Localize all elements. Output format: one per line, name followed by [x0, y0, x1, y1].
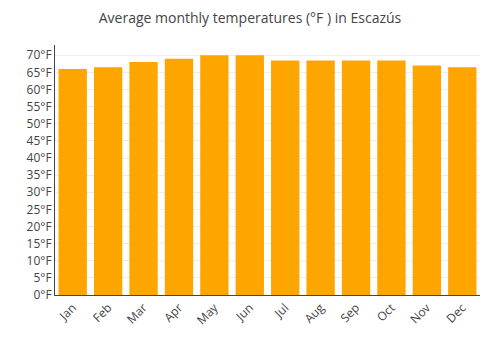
svg-text:Jul: Jul	[270, 299, 292, 321]
svg-text:45°F: 45°F	[27, 132, 52, 149]
svg-text:Mar: Mar	[123, 299, 151, 327]
svg-text:Dec: Dec	[442, 299, 469, 326]
svg-text:25°F: 25°F	[27, 201, 52, 218]
svg-text:55°F: 55°F	[27, 98, 52, 115]
svg-text:0°F: 0°F	[33, 286, 51, 303]
svg-text:Average monthly temperatures (: Average monthly temperatures (°F ) in Es…	[99, 8, 402, 27]
svg-text:Jun: Jun	[231, 299, 256, 324]
svg-text:5°F: 5°F	[33, 269, 51, 286]
svg-text:40°F: 40°F	[27, 149, 52, 166]
svg-text:60°F: 60°F	[27, 81, 52, 98]
svg-text:Nov: Nov	[406, 299, 434, 327]
svg-text:Aug: Aug	[300, 299, 328, 327]
svg-text:Oct: Oct	[373, 299, 399, 325]
svg-text:50°F: 50°F	[27, 115, 52, 132]
svg-text:35°F: 35°F	[27, 166, 52, 183]
svg-text:Feb: Feb	[89, 299, 115, 325]
svg-text:65°F: 65°F	[27, 64, 52, 81]
svg-text:30°F: 30°F	[27, 183, 52, 200]
svg-text:10°F: 10°F	[27, 252, 52, 269]
svg-text:Sep: Sep	[336, 299, 363, 326]
svg-text:70°F: 70°F	[27, 46, 52, 63]
svg-text:May: May	[193, 299, 222, 328]
svg-text:15°F: 15°F	[27, 235, 52, 252]
svg-text:Jan: Jan	[55, 299, 80, 324]
svg-text:Apr: Apr	[160, 299, 186, 325]
svg-text:20°F: 20°F	[27, 218, 52, 235]
